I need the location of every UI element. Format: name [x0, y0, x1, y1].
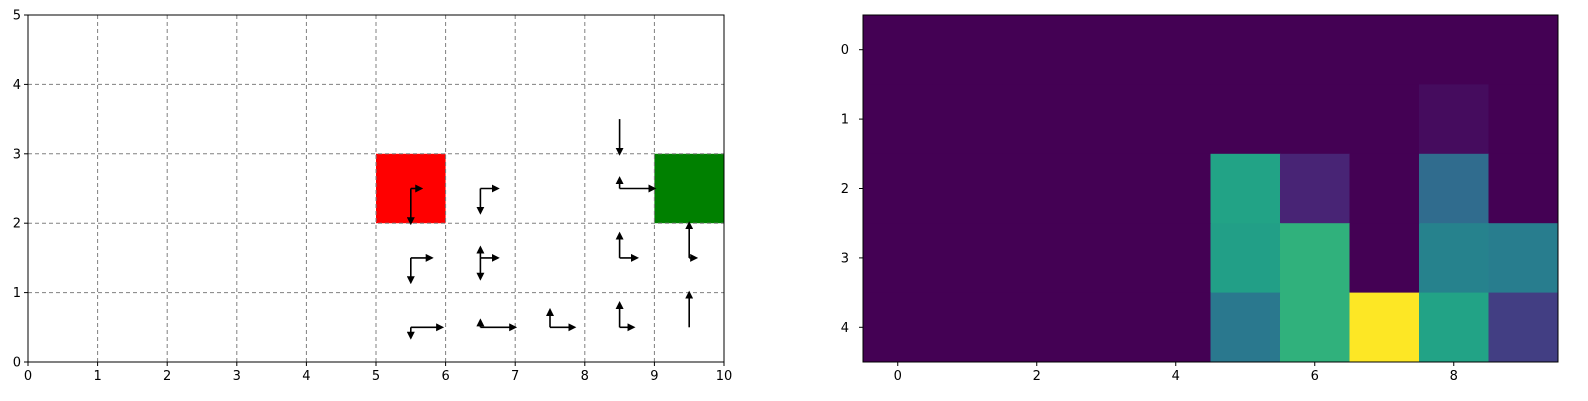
heatmap-cell: [932, 223, 1003, 294]
x-tick-label: 8: [581, 369, 589, 384]
heatmap-cell: [1071, 84, 1142, 155]
heatmap-cell: [1210, 84, 1281, 155]
heatmap-x-tick-label: 4: [1172, 369, 1180, 384]
heatmap-cell: [1280, 292, 1350, 363]
y-tick-label: 0: [13, 356, 21, 371]
heatmap-cell: [1210, 292, 1281, 363]
heatmap-x-tick-label: 6: [1311, 369, 1319, 384]
x-tick-label: 1: [93, 369, 101, 384]
y-tick-label: 3: [13, 147, 21, 162]
heatmap-cell: [1280, 223, 1350, 294]
heatmap-cell: [1280, 15, 1350, 85]
heatmap-cell: [863, 292, 933, 363]
heatmap-cell: [1141, 15, 1211, 85]
value-heatmap-chart: 0 2 4 6 8 0 1 2 3 4: [841, 14, 1559, 384]
heatmap-cell: [932, 292, 1003, 363]
x-tick-label: 7: [511, 369, 519, 384]
y-tick-label: 5: [13, 9, 21, 24]
heatmap-cell: [1488, 153, 1559, 224]
heatmap-cell: [1002, 15, 1072, 85]
heatmap-y-tick-label: 3: [841, 251, 849, 266]
heatmap-cell: [1141, 292, 1211, 363]
heatmap-y-tick-label: 4: [841, 321, 849, 336]
x-tick-label: 4: [302, 369, 310, 384]
heatmap-cell: [1419, 292, 1489, 363]
heatmap-cell: [1141, 153, 1211, 224]
heatmap-cell: [932, 15, 1003, 85]
x-tick-label: 2: [163, 369, 171, 384]
x-tick-label: 10: [716, 369, 733, 384]
heatmap-x-tick-label: 2: [1033, 369, 1041, 384]
y-tick-label: 1: [13, 286, 21, 301]
heatmap-cell: [1488, 84, 1559, 155]
x-tick-label: 0: [24, 369, 32, 384]
y-tick-label: 2: [13, 217, 21, 232]
heatmap-cell: [1419, 84, 1489, 155]
heatmap-cell: [1280, 153, 1350, 224]
heatmap-cell: [932, 153, 1003, 224]
heatmap-cell: [1210, 153, 1281, 224]
heatmap-cell: [1071, 15, 1142, 85]
heatmap-cell: [1002, 84, 1072, 155]
heatmap-cell: [863, 84, 933, 155]
heatmap-cell: [1419, 223, 1489, 294]
heatmap-x-tick-label: 8: [1450, 369, 1458, 384]
heatmap-cell: [1349, 292, 1420, 363]
heatmap-cell: [1349, 84, 1420, 155]
heatmap-cell: [863, 153, 933, 224]
heatmap-cell: [1210, 15, 1281, 85]
heatmap-cell: [1071, 153, 1142, 224]
heatmap-cell: [1349, 15, 1420, 85]
heatmap-cell: [1488, 223, 1559, 294]
x-tick-label: 5: [372, 369, 380, 384]
heatmap-cell: [1002, 292, 1072, 363]
x-tick-label: 9: [650, 369, 658, 384]
heatmap-cell: [1419, 153, 1489, 224]
heatmap-cell: [1488, 15, 1559, 85]
x-tick-label: 3: [233, 369, 241, 384]
heatmap-cell: [1210, 223, 1281, 294]
heatmap-cell: [1141, 84, 1211, 155]
heatmap-cell: [1349, 223, 1420, 294]
heatmap-cell: [1002, 153, 1072, 224]
y-tick-label: 4: [13, 78, 21, 93]
x-tick-label: 6: [441, 369, 449, 384]
heatmap-cell: [1349, 153, 1420, 224]
heatmap-y-tick-label: 2: [841, 182, 849, 197]
heatmap-cell: [1488, 292, 1559, 363]
goal-cell: [654, 153, 724, 224]
heatmap-cell: [1071, 292, 1142, 363]
heatmap-cell: [1141, 223, 1211, 294]
heatmap-cell: [863, 15, 933, 85]
heatmap-cell: [1419, 15, 1489, 85]
heatmap-cell: [1002, 223, 1072, 294]
heatmap-cell: [932, 84, 1003, 155]
heatmap-x-tick-label: 0: [894, 369, 902, 384]
heatmap-y-tick-label: 0: [841, 43, 849, 58]
grid-world-chart: 0 1 2 3 4 5 6 7 8 9 10 0 1 2 3 4 5: [13, 9, 733, 385]
heatmap-cell: [1071, 223, 1142, 294]
heatmap-y-tick-label: 1: [841, 113, 849, 128]
heatmap-cell: [1280, 84, 1350, 155]
heatmap-cell: [863, 223, 933, 294]
